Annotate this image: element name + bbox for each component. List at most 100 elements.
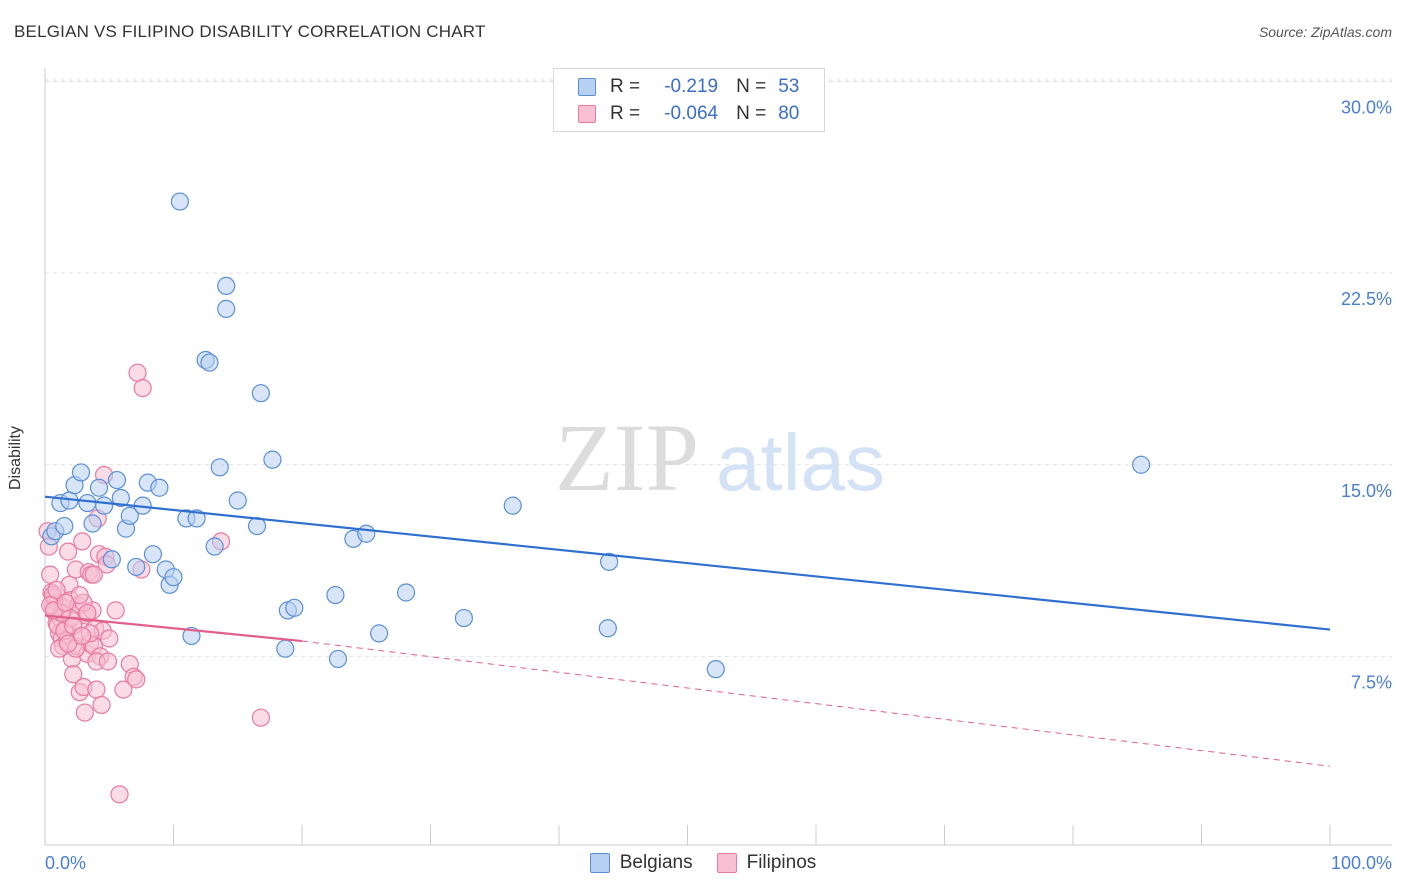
belgians-point bbox=[102, 550, 121, 569]
belgians-point bbox=[164, 568, 183, 587]
y-tick-labels: 7.5% 15.0% 22.5% 30.0% bbox=[1341, 98, 1392, 693]
belgians-point bbox=[170, 192, 190, 211]
belgians-point bbox=[598, 619, 617, 638]
n-label: N = bbox=[736, 76, 767, 97]
filipinos-point bbox=[41, 565, 60, 584]
belgians-point bbox=[326, 585, 345, 605]
filipinos-point bbox=[47, 580, 66, 600]
belgians-point bbox=[228, 491, 247, 510]
belgians-trend-line bbox=[44, 495, 1331, 631]
belgians-point bbox=[263, 450, 282, 469]
n-value: 80 bbox=[778, 103, 800, 124]
belgians-point bbox=[217, 276, 236, 295]
filipinos-point bbox=[70, 585, 89, 605]
belgians-point bbox=[71, 463, 91, 482]
belgians-point bbox=[55, 516, 74, 536]
x-tick-labels: 0.0% 100.0% bbox=[45, 853, 1392, 873]
belgians-point bbox=[328, 649, 348, 669]
filipinos-point bbox=[100, 629, 119, 648]
filipinos-point bbox=[84, 565, 103, 584]
belgians-point bbox=[150, 478, 169, 497]
belgians-point bbox=[89, 478, 109, 497]
belgians-point bbox=[1132, 455, 1151, 474]
filipinos-point bbox=[92, 695, 111, 715]
belgians-point bbox=[276, 639, 295, 658]
belgians-point bbox=[503, 496, 522, 515]
filipinos-point bbox=[78, 603, 97, 623]
r-label: R = bbox=[610, 76, 641, 97]
belgians-point bbox=[217, 299, 236, 318]
filipinos-point bbox=[128, 363, 147, 382]
filipinos-points bbox=[38, 363, 270, 804]
belgians-point bbox=[205, 537, 224, 556]
belgians-point bbox=[251, 384, 270, 403]
filipinos-point bbox=[87, 680, 106, 699]
axes bbox=[44, 68, 1392, 846]
series-legend: Belgians Filipinos bbox=[0, 852, 1406, 874]
filipinos-point bbox=[127, 670, 146, 689]
y-tick-label: 7.5% bbox=[1351, 672, 1392, 692]
source-label: Source: ZipAtlas.com bbox=[1258, 24, 1392, 40]
filipinos-point bbox=[64, 665, 83, 684]
r-value: -0.064 bbox=[664, 103, 719, 124]
x-tick-label: 0.0% bbox=[45, 853, 86, 873]
y-tick-label: 22.5% bbox=[1341, 289, 1392, 309]
belgians-point bbox=[285, 598, 304, 617]
watermark: ZIP atlas bbox=[555, 404, 885, 511]
belgians-point bbox=[107, 470, 127, 490]
chart-title: BELGIAN VS FILIPINO DISABILITY CORRELATI… bbox=[14, 22, 486, 41]
belgians-point bbox=[120, 506, 139, 525]
belgians-point bbox=[143, 545, 163, 564]
filipinos-point bbox=[56, 593, 75, 612]
filipinos-point bbox=[59, 542, 78, 561]
watermark-zip: ZIP bbox=[555, 404, 699, 511]
belgians-point bbox=[706, 660, 725, 679]
belgians-point bbox=[182, 626, 201, 646]
belgians-point bbox=[187, 509, 206, 528]
n-label: N = bbox=[736, 103, 767, 124]
legend-label-filipinos: Filipinos bbox=[746, 852, 817, 873]
belgians-point bbox=[396, 583, 416, 602]
y-tick-label: 15.0% bbox=[1341, 481, 1392, 501]
filipinos-swatch bbox=[578, 105, 596, 123]
r-value: -0.219 bbox=[664, 76, 719, 97]
filipinos-trend-line bbox=[301, 640, 1331, 767]
belgians-point bbox=[370, 624, 389, 643]
legend-row-filipinos: R = -0.064 N = 80 bbox=[578, 101, 799, 127]
trend-lines bbox=[44, 495, 1331, 767]
belgians-point bbox=[78, 493, 97, 513]
belgians-point bbox=[111, 488, 130, 508]
legend-item-filipinos[interactable]: Filipinos bbox=[716, 852, 817, 874]
belgians-point bbox=[454, 608, 474, 628]
belgians-point bbox=[210, 458, 229, 477]
y-tick-label: 30.0% bbox=[1341, 98, 1392, 118]
legend-row-belgians: R = -0.219 N = 53 bbox=[578, 74, 799, 100]
belgians-point bbox=[200, 353, 219, 372]
belgians-point bbox=[127, 557, 146, 577]
belgians-point bbox=[95, 496, 114, 515]
filipinos-point bbox=[251, 708, 270, 727]
n-value: 53 bbox=[778, 76, 800, 97]
filipinos-point bbox=[73, 532, 92, 551]
r-label: R = bbox=[610, 103, 641, 124]
filipinos-point bbox=[98, 652, 118, 671]
belgians-swatch bbox=[578, 78, 596, 96]
filipinos-trend-line bbox=[44, 614, 303, 643]
filipinos-point bbox=[133, 379, 152, 398]
legend-item-belgians[interactable]: Belgians bbox=[589, 852, 693, 874]
filipinos-point bbox=[106, 601, 125, 620]
belgians-point bbox=[83, 514, 102, 533]
belgians-point bbox=[357, 524, 376, 543]
belgians-swatch bbox=[589, 853, 610, 873]
filipinos-point bbox=[59, 634, 78, 653]
watermark-atlas: atlas bbox=[716, 418, 885, 507]
filipinos-swatch bbox=[716, 853, 737, 873]
stats-legend: R = -0.219 N = 53 R = -0.064 N = 80 bbox=[553, 68, 825, 132]
filipinos-point bbox=[75, 703, 94, 722]
belgians-point bbox=[600, 552, 619, 571]
legend-label-belgians: Belgians bbox=[619, 852, 693, 873]
x-tick-label: 100.0% bbox=[1331, 853, 1392, 873]
filipinos-point bbox=[73, 626, 92, 646]
filipinos-point bbox=[110, 785, 129, 804]
